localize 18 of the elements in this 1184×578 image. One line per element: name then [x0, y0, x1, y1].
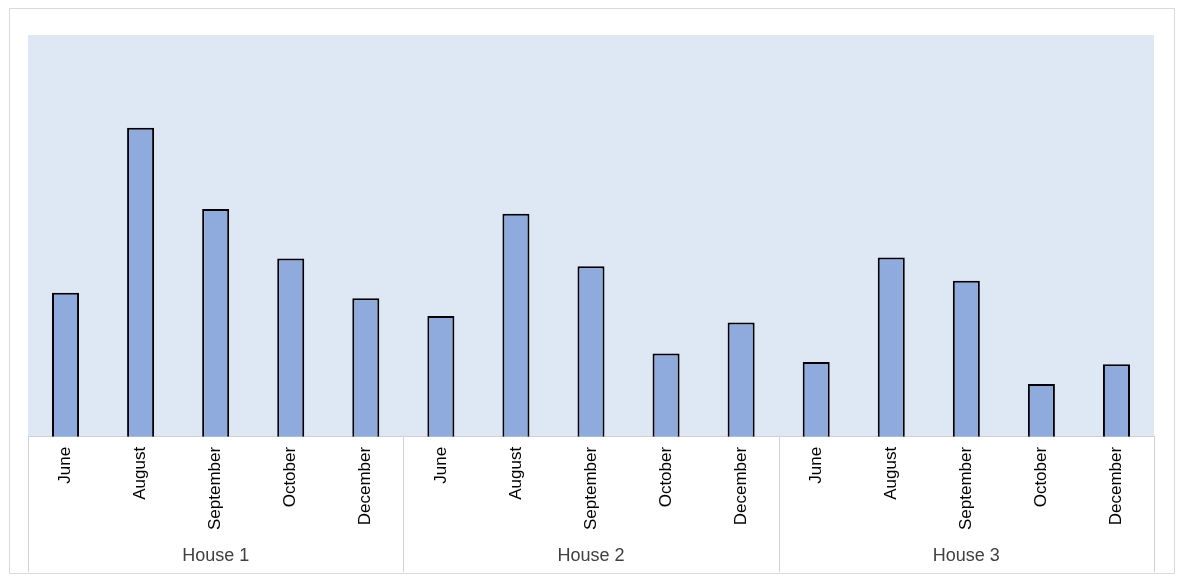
x-tick-label: October: [1031, 446, 1051, 508]
x-tick-label: September: [956, 446, 976, 531]
x-tick-label: September: [205, 446, 225, 531]
x-tick-label: August: [505, 446, 525, 500]
x-tick-label: December: [730, 446, 750, 526]
text: House 2: [557, 544, 625, 565]
x-tick-label: August: [880, 446, 900, 500]
x-tick-label: October: [655, 446, 675, 508]
x-tick-label: September: [580, 446, 600, 531]
x-tick-label: August: [130, 446, 150, 500]
x-tick-label: June: [805, 446, 825, 484]
text: House 1: [182, 544, 250, 565]
x-tick-label: December: [355, 446, 375, 526]
x-tick-label: June: [55, 446, 75, 484]
text: House 3: [932, 544, 1000, 565]
x-tick-label: December: [1106, 446, 1126, 526]
x-tick-label: October: [280, 446, 300, 508]
x-tick-label: June: [430, 446, 450, 484]
